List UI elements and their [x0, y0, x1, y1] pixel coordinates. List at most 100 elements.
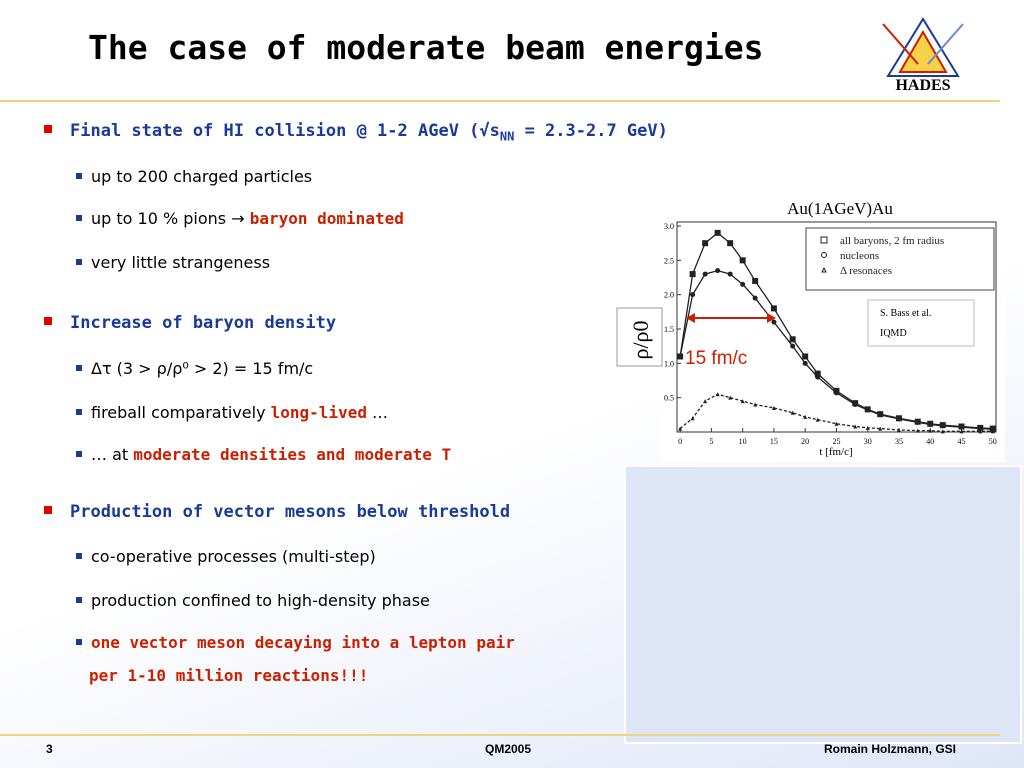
bullet-text: Production of vector mesons below thresh… [70, 502, 511, 522]
marker [927, 421, 933, 427]
bullet [76, 409, 82, 415]
marker [727, 271, 733, 277]
annotation: 15 fm/c [685, 348, 747, 369]
marker [865, 407, 871, 413]
y-tick-label: 2.0 [664, 291, 674, 300]
arrow-head [686, 313, 695, 323]
marker [740, 281, 746, 287]
logo-text: HADES [895, 77, 950, 94]
footer-rule [0, 734, 1000, 736]
sub-bullet: production confined to high-density phas… [91, 591, 430, 610]
annotation: S. Bass et al. [880, 308, 931, 319]
marker [770, 305, 777, 312]
marker [677, 353, 683, 359]
marker [940, 429, 945, 434]
marker [815, 374, 821, 380]
legend-label: nucleons [840, 250, 879, 262]
x-tick-label: 30 [864, 437, 872, 446]
x-tick-label: 35 [895, 437, 903, 446]
header-rule [0, 100, 1000, 102]
highlight: one vector meson decaying into a lepton … [91, 633, 515, 652]
y-tick-label: 2.5 [664, 256, 674, 265]
x-tick-label: 0 [678, 437, 682, 446]
bullet [44, 125, 52, 133]
marker [753, 402, 758, 407]
marker [928, 428, 933, 433]
x-tick-label: 5 [709, 437, 713, 446]
highlight: long-lived [270, 403, 367, 422]
x-tick-label: 25 [832, 437, 840, 446]
marker [802, 353, 809, 360]
bullet [44, 317, 52, 325]
sub-bullet: Δτ (3 > ρ/ρ⁰ > 2) = 15 fm/c [91, 359, 314, 378]
text: up to 10 % pions → [91, 209, 250, 228]
sub-bullet: up to 200 charged particles [91, 167, 313, 186]
marker [715, 268, 721, 274]
subscript: NN [499, 129, 515, 144]
note-box [867, 299, 975, 347]
y-axis-label: ρ/ρ0 [628, 320, 653, 359]
marker [715, 392, 720, 397]
bullet [76, 173, 82, 179]
marker [896, 416, 902, 422]
sub-bullet: up to 10 % pions → baryon dominated [91, 209, 404, 228]
y-tick-label: 0.5 [664, 394, 674, 403]
annotation: IQMD [880, 328, 907, 339]
logo-graphic: HADES [882, 17, 964, 94]
bullet [76, 639, 82, 645]
marker [915, 428, 920, 433]
panel [624, 465, 1022, 744]
marker [852, 402, 858, 408]
x-tick-label: 50 [989, 437, 997, 446]
text: … [366, 403, 389, 422]
marker [740, 399, 745, 404]
bullet [44, 506, 52, 514]
bullet [76, 597, 82, 603]
marker [940, 423, 946, 429]
legend-label: Δ resonaces [840, 265, 892, 277]
legend-label: all baryons, 2 fm radius [840, 235, 944, 247]
slide-title: The case of moderate beam energies [88, 28, 764, 67]
figure-title: Au(1AGeV)Au [787, 199, 893, 218]
marker [678, 426, 683, 431]
marker [853, 424, 858, 429]
marker [959, 429, 964, 434]
marker [690, 416, 695, 421]
sub-bullet: very little strangeness [91, 253, 271, 272]
marker [814, 370, 821, 377]
marker [790, 410, 795, 415]
x-tick-label: 40 [926, 437, 934, 446]
y-label-box [616, 307, 663, 367]
marker [978, 429, 983, 434]
marker [815, 417, 820, 422]
x-tick-label: 10 [739, 437, 747, 446]
bullet-text: Final state of HI collision @ 1-2 AGeV (… [70, 121, 668, 143]
marker [977, 426, 983, 432]
marker [789, 336, 796, 343]
bullet [76, 259, 82, 265]
marker [915, 419, 921, 425]
x-tick-label: 15 [770, 437, 778, 446]
marker [739, 257, 746, 264]
bullet [76, 215, 82, 221]
x-tick-label: 20 [801, 437, 809, 446]
legend [805, 227, 995, 291]
sub-bullet: co-operative processes (multi-step) [91, 547, 376, 566]
footer-author: Romain Holzmann, GSI [824, 742, 957, 756]
logo: HADES [878, 14, 968, 94]
bullet [76, 365, 82, 371]
marker [752, 295, 758, 301]
x-axis-label: t [fm/c] [819, 446, 852, 458]
marker [703, 399, 708, 404]
marker [771, 319, 777, 325]
y-tick-label: 1.0 [664, 359, 674, 368]
marker [834, 421, 839, 426]
marker [833, 390, 839, 396]
marker [728, 395, 733, 400]
sub-bullet: … at moderate densities and moderate T [91, 445, 451, 464]
bullet [76, 553, 82, 559]
bullet-text: Increase of baryon density [70, 313, 337, 333]
sub-bullet: fireball comparatively long-lived … [91, 403, 388, 422]
marker [958, 424, 964, 430]
